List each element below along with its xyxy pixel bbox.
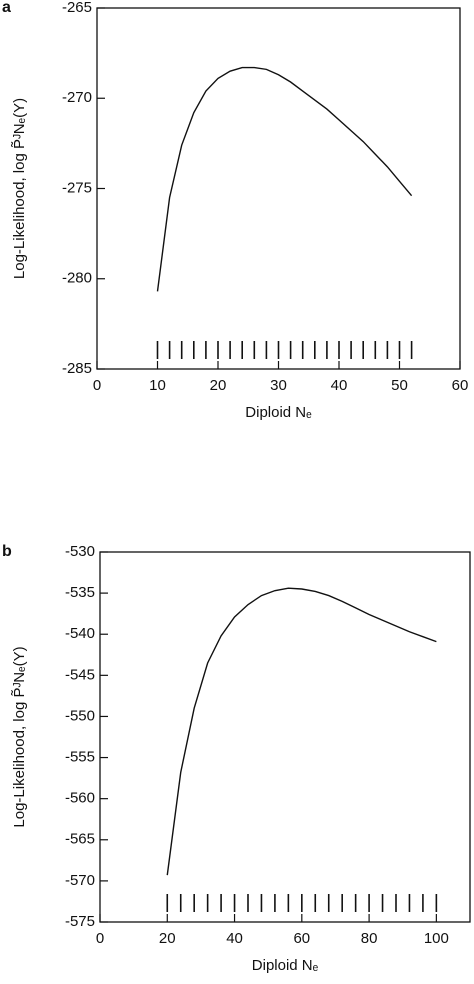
y-tick-label: -540 xyxy=(65,625,95,642)
y-tick-label: -535 xyxy=(65,584,95,601)
y-axis-label: Log-Likelihood, log P̃ᴶNₑ(Y) xyxy=(10,98,27,279)
x-tick-label: 60 xyxy=(452,377,469,394)
x-tick-label: 100 xyxy=(424,930,449,947)
y-tick-label: -565 xyxy=(65,831,95,848)
x-tick-label: 20 xyxy=(159,930,176,947)
x-tick-label: 50 xyxy=(391,377,408,394)
x-tick-label: 10 xyxy=(149,377,166,394)
x-axis-label: Diploid Nₑ xyxy=(252,957,319,974)
x-tick-label: 30 xyxy=(270,377,287,394)
panel-label: a xyxy=(2,0,11,16)
x-tick-label: 0 xyxy=(96,930,104,947)
y-tick-label: -575 xyxy=(65,913,95,930)
x-tick-label: 0 xyxy=(93,377,101,394)
y-axis-label: Log-Likelihood, log P̃ᴶNₑ(Y) xyxy=(10,646,27,827)
panel-label: b xyxy=(2,543,12,560)
x-tick-label: 40 xyxy=(331,377,348,394)
likelihood-curve xyxy=(166,587,437,876)
likelihood-curve xyxy=(156,66,413,292)
y-tick-label: -285 xyxy=(62,360,92,377)
plot-frame xyxy=(99,551,471,923)
y-tick-label: -555 xyxy=(65,749,95,766)
y-tick-label: -545 xyxy=(65,666,95,683)
y-tick-label: -265 xyxy=(62,0,92,16)
x-axis-label: Diploid Nₑ xyxy=(245,404,312,421)
y-tick-label: -275 xyxy=(62,179,92,196)
y-tick-label: -550 xyxy=(65,707,95,724)
y-tick-label: -530 xyxy=(65,543,95,560)
y-tick-label: -570 xyxy=(65,872,95,889)
x-tick-label: 20 xyxy=(210,377,227,394)
x-tick-label: 80 xyxy=(361,930,378,947)
x-tick-label: 60 xyxy=(293,930,310,947)
y-tick-label: -270 xyxy=(62,89,92,106)
x-tick-label: 40 xyxy=(226,930,243,947)
y-tick-label: -280 xyxy=(62,270,92,287)
y-tick-label: -560 xyxy=(65,790,95,807)
